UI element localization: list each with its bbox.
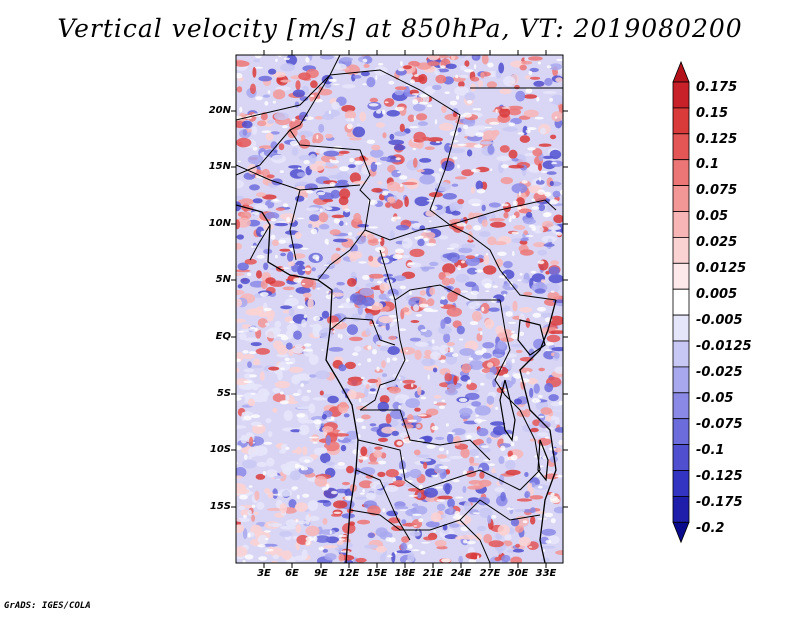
x-tick-label: 33E: [535, 568, 557, 579]
vertical-velocity-field: [236, 55, 563, 563]
y-tick-label: EQ: [215, 331, 231, 342]
colorbar-label: 0.125: [696, 132, 738, 147]
x-tick-label: 30E: [507, 568, 529, 579]
x-tick-label: 24E: [450, 568, 472, 579]
y-tick-label: 15S: [209, 501, 231, 512]
colorbar-label: -0.075: [696, 417, 743, 432]
colorbar-label: -0.1: [696, 443, 725, 458]
colorbar-segment: [672, 107, 690, 135]
colorbar-label: 0.05: [696, 209, 729, 224]
colorbar-segment: [672, 185, 690, 212]
colorbar-label: 0.1: [696, 157, 720, 172]
colorbar-label: -0.125: [696, 469, 743, 484]
grads-credit: GrADS: IGES/COLA: [4, 601, 91, 611]
colorbar-segment: [672, 366, 690, 394]
colorbar-label: -0.0125: [696, 339, 752, 354]
map-frame: [235, 54, 564, 564]
colorbar-segment: [672, 288, 690, 316]
colorbar-segment: [672, 314, 690, 342]
colorbar-segment: [672, 418, 690, 446]
colorbar-segment: [672, 495, 690, 523]
colorbar-label: 0.075: [696, 183, 738, 198]
colorbar-label: -0.05: [696, 391, 734, 406]
country-borders: [236, 55, 563, 563]
colorbar-label: -0.2: [696, 521, 725, 536]
colorbar-label: 0.0125: [696, 261, 747, 276]
y-tick-label: 10S: [209, 444, 231, 455]
y-tick-label: 10N: [208, 218, 231, 229]
y-tick-label: 15N: [208, 161, 231, 172]
colorbar-segment: [672, 81, 690, 109]
y-tick-label: 5N: [215, 274, 231, 285]
colorbar-segment: [672, 159, 690, 186]
colorbar-label: -0.175: [696, 495, 743, 510]
x-tick-label: 27E: [479, 568, 501, 579]
colorbar-segment: [672, 470, 690, 497]
x-tick-label: 6E: [285, 568, 299, 579]
colorbar-label: 0.005: [696, 287, 738, 302]
colorbar-label: 0.025: [696, 235, 738, 250]
colorbar-segment: [672, 444, 690, 471]
x-tick-label: 9E: [314, 568, 328, 579]
axis-ticks: [231, 50, 568, 568]
colorbar-segment: [672, 340, 690, 368]
colorbar-label: 0.15: [696, 106, 729, 121]
y-tick-label: 20N: [208, 105, 231, 116]
map-title: Vertical velocity [m/s] at 850hPa, VT: 2…: [57, 14, 743, 43]
colorbar-segment: [672, 392, 690, 420]
colorbar: [672, 60, 690, 544]
y-tick-label: 5S: [216, 388, 231, 399]
x-tick-label: 12E: [338, 568, 360, 579]
x-tick-label: 15E: [366, 568, 388, 579]
colorbar-segment: [672, 236, 690, 264]
x-tick-label: 3E: [257, 568, 271, 579]
x-tick-label: 18E: [394, 568, 416, 579]
colorbar-segment: [672, 521, 690, 544]
x-tick-label: 21E: [422, 568, 444, 579]
colorbar-segment: [672, 211, 690, 238]
colorbar-label: 0.175: [696, 80, 738, 95]
colorbar-segment: [672, 262, 690, 290]
colorbar-label: -0.005: [696, 313, 743, 328]
colorbar-segment: [672, 133, 690, 161]
colorbar-segment: [672, 60, 690, 83]
colorbar-label: -0.025: [696, 365, 743, 380]
